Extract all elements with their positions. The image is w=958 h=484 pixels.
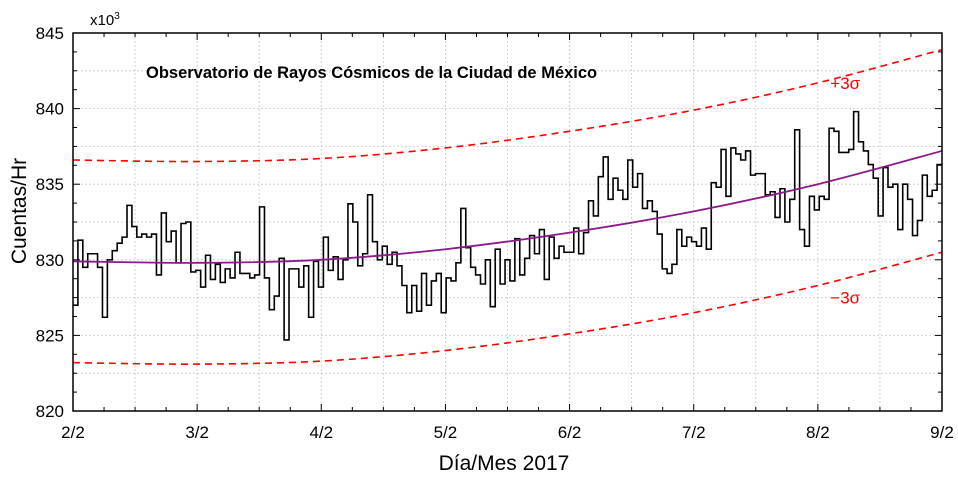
- grid: [72, 32, 943, 412]
- x-tick-label: 8/2: [806, 423, 830, 442]
- x-tick-label: 4/2: [309, 423, 333, 442]
- trend-fit-line: [72, 150, 943, 264]
- x-tick-label: 6/2: [558, 423, 582, 442]
- y-tick-label: 840: [36, 100, 64, 119]
- x-tick-label: 3/2: [185, 423, 209, 442]
- y-tick-label: 825: [36, 326, 64, 345]
- y-tick-label: 835: [36, 175, 64, 194]
- ticks: [72, 32, 943, 412]
- lower-3sigma-limit-line: [72, 251, 943, 365]
- labels: 2/2 3/2 4/2 5/2 6/2 7/2 8/2 9/2 820 825 830 835 840 8…: [36, 24, 954, 442]
- y-axis-title: Cuentas/Hr: [8, 158, 31, 264]
- y-axis-multiplier: x103: [90, 11, 120, 29]
- series-group: [72, 48, 943, 365]
- hourly-counts-step-line: [73, 110, 942, 341]
- y-tick-label: 830: [36, 251, 64, 270]
- y-tick-label: 820: [36, 402, 64, 421]
- x-tick-label: 9/2: [930, 423, 954, 442]
- y-multiplier-base: x10: [90, 12, 114, 29]
- x-tick-label: 5/2: [434, 423, 458, 442]
- plus-3sigma-label: +3σ: [830, 74, 860, 93]
- minus-3sigma-label: −3σ: [830, 289, 860, 308]
- y-multiplier-exponent: 3: [114, 11, 120, 22]
- x-tick-label: 2/2: [61, 423, 85, 442]
- chart-title: Observatorio de Rayos Cósmicos de la Ciu…: [146, 64, 597, 82]
- x-axis-title: Día/Mes 2017: [439, 452, 570, 475]
- upper-3sigma-limit-line: [72, 48, 943, 163]
- x-tick-label: 7/2: [682, 423, 706, 442]
- y-tick-label: 845: [36, 24, 64, 43]
